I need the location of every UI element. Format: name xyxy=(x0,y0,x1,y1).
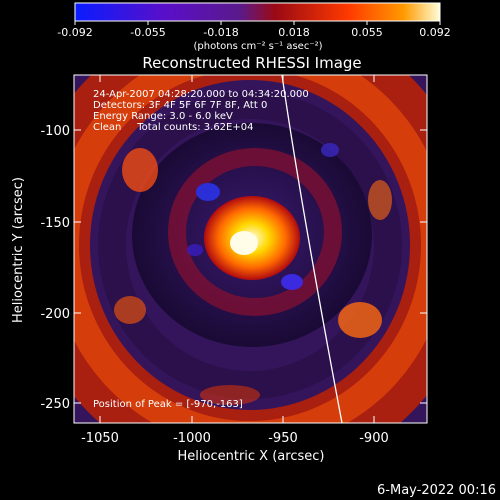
x-ticks xyxy=(99,75,375,423)
colorbar-tick-label: -0.092 xyxy=(57,26,92,39)
image-title: Reconstructed RHESSI Image xyxy=(142,54,361,72)
colorbar-units: (photons cm⁻² s⁻¹ asec⁻²) xyxy=(193,41,322,52)
y-tick-label: -200 xyxy=(40,307,70,322)
y-tick-label: -150 xyxy=(40,216,70,231)
colorbar-ticks xyxy=(74,21,441,25)
colorbar-tick-label: 0.092 xyxy=(419,26,451,39)
x-tick-label: -1050 xyxy=(81,431,119,446)
image-canvas xyxy=(74,75,427,423)
y-ticks xyxy=(74,129,427,404)
y-tick-label: -100 xyxy=(40,124,70,139)
colorbar-tick-label: 0.055 xyxy=(351,26,383,39)
y-tick-label: -250 xyxy=(40,397,70,412)
y-axis-label: Heliocentric Y (arcsec) xyxy=(11,177,26,323)
colorbar-tick-label: -0.018 xyxy=(203,26,238,39)
colorbar xyxy=(74,2,441,22)
info-detectors: Detectors: 3F 4F 5F 6F 7F 8F, Att 0 xyxy=(93,100,267,111)
x-tick-label: -950 xyxy=(268,431,298,446)
info-time-range: 24-Apr-2007 04:28:20.000 to 04:34:20.000 xyxy=(93,89,309,100)
colorbar-tick-label: 0.018 xyxy=(278,26,310,39)
footer-timestamp: 6-May-2022 00:16 xyxy=(377,483,496,498)
x-axis-label: Heliocentric X (arcsec) xyxy=(178,449,325,464)
x-tick-label: -900 xyxy=(359,431,389,446)
info-energy-range: Energy Range: 3.0 - 6.0 keV xyxy=(93,111,233,122)
x-tick-label: -1000 xyxy=(173,431,211,446)
info-clean-counts: Clean Total counts: 3.62E+04 xyxy=(93,122,253,133)
peak-position: Position of Peak = [-970,-163] xyxy=(93,399,243,410)
plot-frame xyxy=(73,74,428,424)
colorbar-tick-label: -0.055 xyxy=(130,26,165,39)
